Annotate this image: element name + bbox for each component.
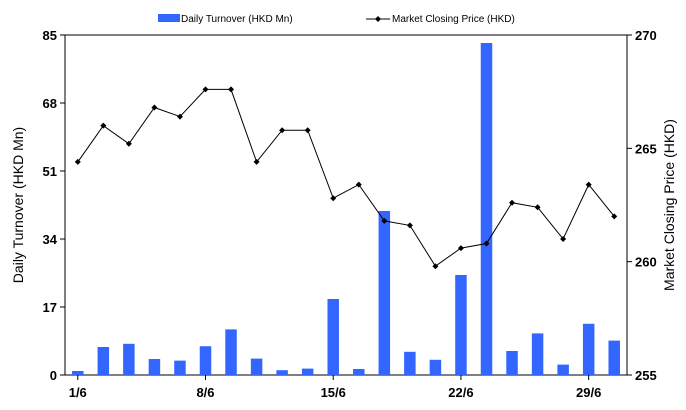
left-tick-label: 34 <box>43 232 58 247</box>
left-axis: 0 17 34 51 68 85 <box>43 28 65 383</box>
x-tick-label: 29/6 <box>576 385 601 400</box>
price-point <box>432 263 439 270</box>
plot-frame <box>64 34 628 376</box>
price-line <box>77 88 615 267</box>
plot-area <box>64 34 628 376</box>
price-point <box>560 236 567 242</box>
price-point <box>381 217 388 224</box>
price-point <box>176 113 183 120</box>
turnover-bar <box>608 340 620 375</box>
left-tick-label: 0 <box>50 368 57 383</box>
price-point <box>534 204 541 211</box>
legend-bar-swatch <box>158 14 180 22</box>
right-axis-title: Market Closing Price (HKD) <box>661 119 677 291</box>
price-point <box>330 195 337 202</box>
right-tick-label: 260 <box>635 255 657 270</box>
turnover-bar <box>378 211 391 375</box>
x-tick-label: 15/6 <box>321 385 346 400</box>
left-axis-title: Daily Turnover (HKD Mn) <box>10 127 26 283</box>
left-tick-label: 51 <box>43 164 57 179</box>
turnover-bar <box>582 323 595 375</box>
right-tick-label: 265 <box>635 141 657 156</box>
turnover-bar <box>72 371 84 375</box>
right-tick-label: 270 <box>635 28 657 43</box>
turnover-bar <box>199 346 212 375</box>
bar-series <box>72 43 620 375</box>
turnover-bar <box>250 358 263 375</box>
turnover-bar <box>429 359 442 375</box>
turnover-bar <box>225 329 237 375</box>
turnover-bar <box>455 275 467 375</box>
left-tick-label: 17 <box>43 300 57 315</box>
legend-line-marker <box>375 16 381 22</box>
turnover-bar <box>480 43 493 375</box>
turnover-bar <box>97 347 110 375</box>
left-tick-label: 85 <box>43 28 57 43</box>
turnover-bar <box>148 359 161 375</box>
price-point <box>125 140 132 147</box>
price-point <box>304 127 311 134</box>
price-point <box>253 158 260 165</box>
turnover-bar <box>327 299 339 375</box>
right-axis: 255 260 265 270 <box>627 28 657 383</box>
legend-label-price: Market Closing Price (HKD) <box>392 14 515 25</box>
price-point <box>74 158 81 165</box>
x-tick-label: 8/6 <box>196 385 214 400</box>
price-point <box>611 213 618 220</box>
price-point <box>355 181 362 188</box>
price-point <box>457 245 464 252</box>
turnover-bar <box>506 351 518 375</box>
right-tick-label: 255 <box>635 368 657 383</box>
price-point <box>151 104 158 111</box>
price-point <box>202 86 209 93</box>
price-point <box>100 122 107 129</box>
line-series <box>74 86 618 270</box>
price-point <box>483 240 490 247</box>
turnover-bar <box>404 351 416 375</box>
legend: Daily Turnover (HKD Mn) Market Closing Pr… <box>158 14 515 25</box>
turnover-bar <box>353 369 365 375</box>
left-tick-label: 68 <box>43 96 57 111</box>
price-point <box>406 222 413 229</box>
price-point <box>509 199 516 206</box>
turnover-bar <box>557 364 569 375</box>
turnover-bar <box>301 368 314 375</box>
legend-label-turnover: Daily Turnover (HKD Mn) <box>181 14 293 25</box>
x-tick-label: 22/6 <box>448 385 473 400</box>
price-point <box>228 86 235 93</box>
x-tick-label: 1/6 <box>69 385 87 400</box>
x-axis: 1/6 8/6 15/6 22/6 29/6 <box>69 375 601 400</box>
turnover-bar <box>276 370 288 375</box>
price-point <box>279 127 286 134</box>
price-point <box>585 181 592 188</box>
turnover-bar <box>174 360 186 375</box>
turnover-bar <box>531 333 544 375</box>
turnover-bar <box>123 343 135 375</box>
